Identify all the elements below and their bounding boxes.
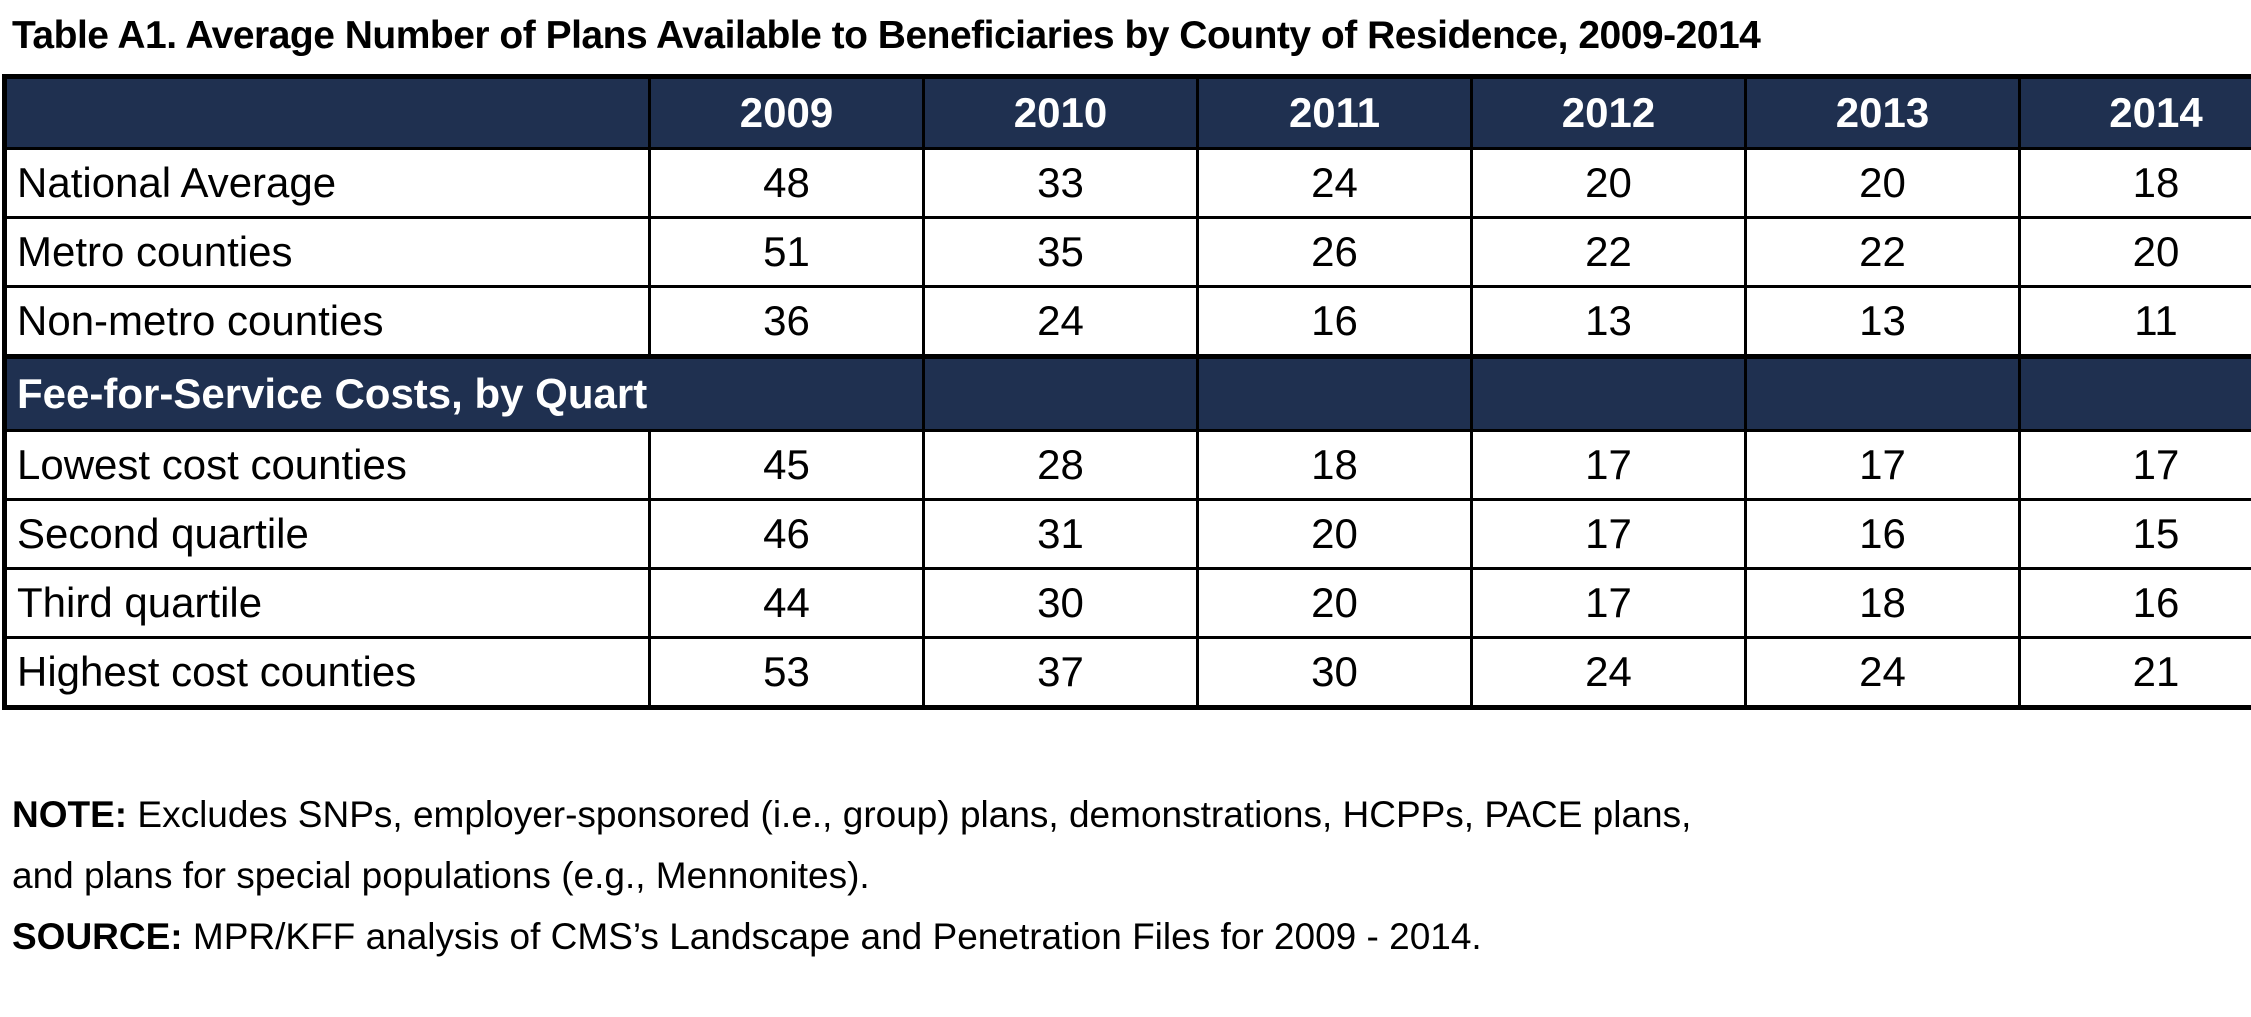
table-cell: 16	[1196, 285, 1473, 359]
table-cell: 16	[1744, 498, 2021, 570]
table-row: Metro counties 51 35 26 22 22 20	[3, 216, 2251, 288]
table-cell: 20	[1196, 498, 1473, 570]
table-cell: 17	[1470, 498, 1747, 570]
table-cell: 17	[2018, 429, 2251, 501]
year-header: 2014	[2018, 75, 2251, 150]
section-blank-cell	[649, 355, 925, 432]
table-cell: 44	[648, 567, 925, 639]
table-cell: 21	[2018, 636, 2251, 709]
table-cell: 18	[2018, 147, 2251, 219]
row-label: Highest cost counties	[3, 636, 651, 709]
table-cell: 46	[648, 498, 925, 570]
year-header: 2011	[1196, 75, 1473, 150]
section-blank-cell	[1196, 355, 1473, 432]
year-header: 2012	[1470, 75, 1747, 150]
note-continuation: and plans for special populations (e.g.,…	[12, 855, 870, 896]
table-row: Lowest cost counties 45 28 18 17 17 17	[3, 429, 2251, 501]
table-cell: 37	[922, 636, 1199, 709]
note-label: NOTE:	[12, 794, 128, 835]
section-blank-cell	[2018, 355, 2251, 432]
table-cell: 24	[1470, 636, 1747, 709]
table-cell: 18	[1744, 567, 2021, 639]
table-title: Table A1. Average Number of Plans Availa…	[12, 14, 1761, 57]
table-cell: 26	[1196, 216, 1473, 288]
section-blank-cell	[1470, 355, 1747, 432]
section-header-row: Fee-for-Service Costs, by Quartile	[3, 355, 2251, 432]
plans-table: 2009 2010 2011 2012 2013 2014 National A…	[2, 74, 2251, 710]
table-cell: 24	[922, 285, 1199, 359]
table-row: Highest cost counties 53 37 30 24 24 21	[3, 636, 2251, 709]
table-cell: 48	[648, 147, 925, 219]
table-cell: 30	[922, 567, 1199, 639]
table-cell: 22	[1744, 216, 2021, 288]
section-blank-cell	[922, 355, 1199, 432]
table-cell: 15	[2018, 498, 2251, 570]
row-label: Second quartile	[3, 498, 651, 570]
table-cell: 13	[1744, 285, 2021, 359]
table-cell: 24	[1196, 147, 1473, 219]
table-cell: 17	[1470, 429, 1747, 501]
section-label: Fee-for-Service Costs, by Quartile	[3, 355, 650, 432]
row-label: Third quartile	[3, 567, 651, 639]
source-text: MPR/KFF analysis of CMS’s Landscape and …	[182, 916, 1482, 957]
source-label: SOURCE:	[12, 916, 183, 957]
table-cell: 35	[922, 216, 1199, 288]
table-cell: 36	[648, 285, 925, 359]
table-row: Third quartile 44 30 20 17 18 16	[3, 567, 2251, 639]
table-cell: 20	[1744, 147, 2021, 219]
table-row: Second quartile 46 31 20 17 16 15	[3, 498, 2251, 570]
year-header: 2010	[922, 75, 1199, 150]
table-cell: 17	[1744, 429, 2021, 501]
table-row: National Average 48 33 24 20 20 18	[3, 147, 2251, 219]
table-cell: 20	[2018, 216, 2251, 288]
year-header: 2013	[1744, 75, 2021, 150]
notes-block: NOTE: Excludes SNPs, employer-sponsored …	[12, 784, 1691, 967]
note-line: NOTE: Excludes SNPs, employer-sponsored …	[12, 784, 1691, 845]
source-line: SOURCE: MPR/KFF analysis of CMS’s Landsc…	[12, 906, 1691, 967]
table-row: Non-metro counties 36 24 16 13 13 11	[3, 285, 2251, 359]
table-cell: 13	[1470, 285, 1747, 359]
table-cell: 30	[1196, 636, 1473, 709]
table-cell: 53	[648, 636, 925, 709]
header-corner	[3, 75, 651, 150]
table-cell: 33	[922, 147, 1199, 219]
table-cell: 45	[648, 429, 925, 501]
row-label: Metro counties	[3, 216, 651, 288]
table-cell: 17	[1470, 567, 1747, 639]
table-cell: 24	[1744, 636, 2021, 709]
table-cell: 22	[1470, 216, 1747, 288]
table-cell: 51	[648, 216, 925, 288]
row-label: Non-metro counties	[3, 285, 651, 359]
table-cell: 28	[922, 429, 1199, 501]
row-label: Lowest cost counties	[3, 429, 651, 501]
section-blank-cell	[1744, 355, 2021, 432]
year-header: 2009	[648, 75, 925, 150]
header-row: 2009 2010 2011 2012 2013 2014	[3, 75, 2251, 150]
table-cell: 11	[2018, 285, 2251, 359]
table-cell: 20	[1196, 567, 1473, 639]
row-label: National Average	[3, 147, 651, 219]
table-cell: 16	[2018, 567, 2251, 639]
table-cell: 18	[1196, 429, 1473, 501]
note-text: Excludes SNPs, employer-sponsored (i.e.,…	[127, 794, 1692, 835]
table-cell: 31	[922, 498, 1199, 570]
table-cell: 20	[1470, 147, 1747, 219]
